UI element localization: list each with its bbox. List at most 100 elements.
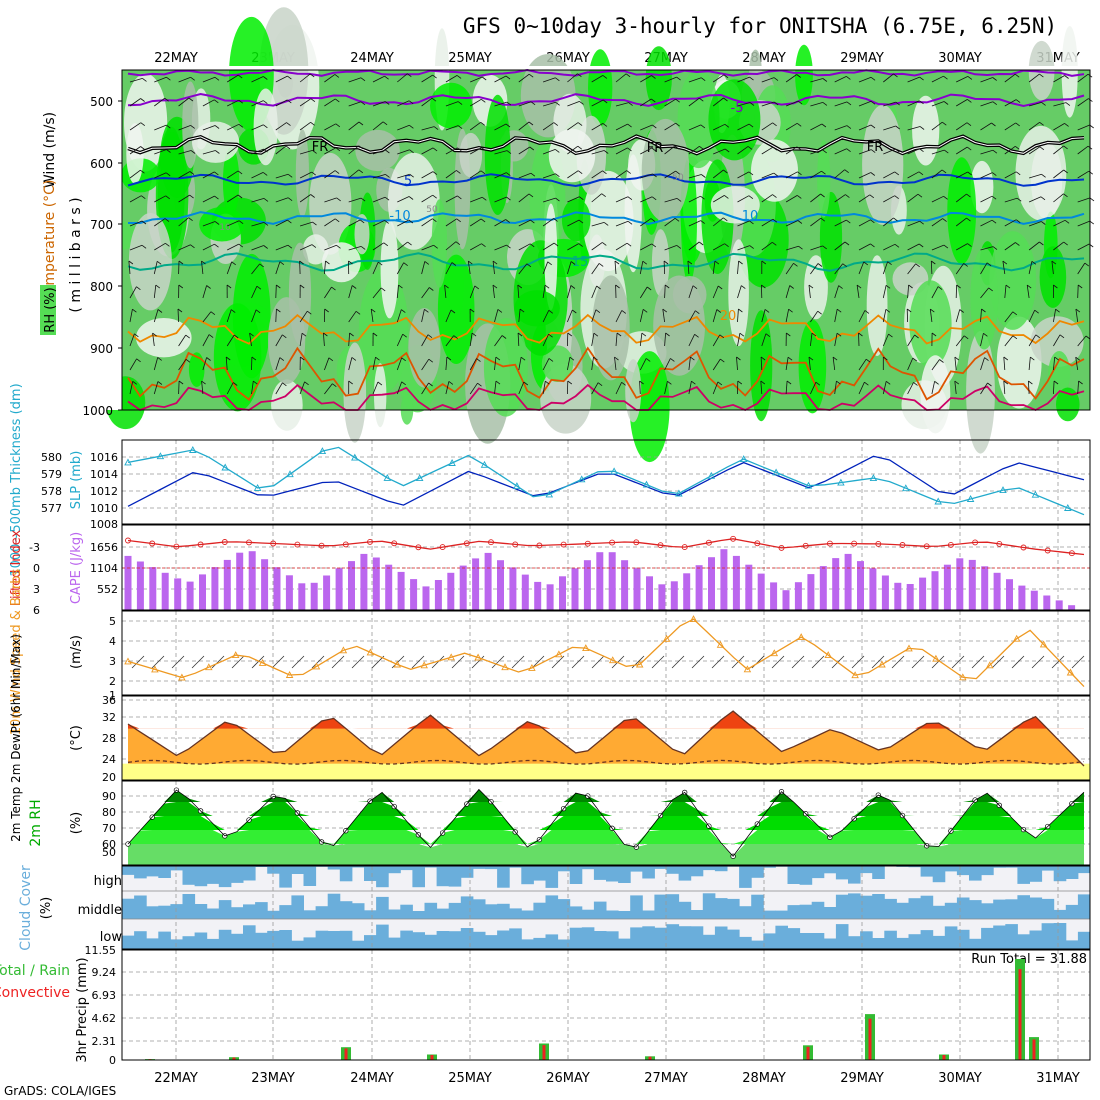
wind-barb xyxy=(931,169,943,179)
wind-barb xyxy=(907,243,920,251)
wind-barb-flag xyxy=(1084,262,1090,267)
rh-blob xyxy=(798,319,827,414)
wind-barb-flag xyxy=(251,356,257,361)
wind-barb-flag xyxy=(651,147,657,152)
cape-bar xyxy=(298,583,306,610)
thickness-tick-label: 578 xyxy=(41,485,62,498)
wind-barb xyxy=(494,244,507,251)
precip-convective-bar xyxy=(1032,1039,1036,1060)
cloud-high-bar xyxy=(230,866,244,883)
wind-barb-flag xyxy=(301,332,307,337)
wind-barb xyxy=(129,333,135,347)
wind-barb xyxy=(688,285,694,299)
wind-barb-flag xyxy=(456,170,461,174)
wind-barb-flag xyxy=(427,334,433,339)
wind-barb xyxy=(664,122,676,131)
cape-bar xyxy=(943,564,951,610)
cloud-high-bar xyxy=(182,866,196,885)
rh-blob xyxy=(213,303,262,412)
slp-tick-label: 1010 xyxy=(90,502,118,515)
wind-barb xyxy=(955,309,961,323)
wind-barb xyxy=(1026,285,1030,299)
wind-barb xyxy=(227,99,239,107)
wind-barb-flag xyxy=(237,145,242,150)
wind-barb-flag xyxy=(937,286,943,290)
wind-barb-flag xyxy=(190,76,195,81)
wind-barb-flag xyxy=(190,125,195,129)
wind-barb xyxy=(178,380,180,395)
cloud-middle-bar xyxy=(654,894,667,919)
wind-barb xyxy=(518,357,522,371)
surface-wind-barb xyxy=(871,655,885,669)
wind-barb xyxy=(591,75,604,83)
wind-barb xyxy=(396,309,402,323)
wind-barb-flag xyxy=(885,380,891,385)
wind-barb-flag xyxy=(480,170,486,175)
wind-barb-flag xyxy=(555,149,560,153)
cloud-low-bar xyxy=(666,924,680,949)
wind-barb-flag xyxy=(185,358,191,363)
wind-barb xyxy=(348,77,362,83)
wind-barb-flag xyxy=(287,173,293,178)
wind-barb-flag xyxy=(152,332,157,337)
cloud-low-bar xyxy=(327,931,341,949)
cape-bar xyxy=(931,571,939,610)
wind-barb xyxy=(299,333,303,347)
wind-barb xyxy=(615,147,628,155)
wind-barb xyxy=(615,196,629,203)
wind-barb-flag xyxy=(214,99,219,104)
wind-barb-flag xyxy=(695,310,700,315)
cape-bar xyxy=(236,552,244,610)
wind-barb-flag xyxy=(263,124,268,129)
cloud-high-bar xyxy=(533,866,546,881)
wind-barb xyxy=(1077,170,1090,179)
wind-barb-flag xyxy=(348,380,353,385)
wind-barb xyxy=(178,334,187,347)
wind-barb xyxy=(275,75,288,83)
wind-barb-flag xyxy=(626,170,631,174)
wind-barb xyxy=(469,358,477,371)
wind-barb-flag xyxy=(279,261,285,266)
surface-wind-barb xyxy=(491,655,505,669)
wind-barb-flag xyxy=(844,169,849,174)
wind-barb-flag xyxy=(238,243,244,248)
cloud-middle-bar xyxy=(460,896,474,919)
wind-barb xyxy=(591,333,595,347)
wind-barb xyxy=(858,76,872,83)
wind-barb-flag xyxy=(528,73,534,78)
rh-blob xyxy=(295,129,309,218)
wind-barb xyxy=(591,263,600,275)
wind-barb-flag xyxy=(572,309,577,314)
wind-barb-flag xyxy=(842,263,847,268)
wind-barb xyxy=(737,245,750,251)
cloud-middle-bar xyxy=(896,902,909,919)
wind-barb-flag xyxy=(360,77,366,82)
wind-barb xyxy=(421,309,425,323)
wind-barb-flag xyxy=(700,220,705,224)
pressure-tick-label: 800 xyxy=(90,280,113,294)
wind-barb xyxy=(275,122,287,131)
cape-panel-frame xyxy=(121,524,1091,611)
wind-barb xyxy=(226,170,239,179)
cape-bar xyxy=(410,579,418,610)
wind-barb xyxy=(980,382,988,395)
cape-bar xyxy=(633,568,641,610)
wind-barb xyxy=(1002,261,1006,275)
wind-barb xyxy=(810,193,821,203)
wind-barb xyxy=(761,122,773,131)
wind-barb-flag xyxy=(738,260,743,265)
wind-barb-flag xyxy=(523,381,529,386)
wind-barb-flag xyxy=(593,356,598,361)
cape-tick-label: 552 xyxy=(97,583,118,596)
wind-barb-flag xyxy=(377,381,383,386)
cloud-low-bar xyxy=(920,930,934,949)
wind-barb-flag xyxy=(615,284,620,289)
wind-barb-flag xyxy=(457,147,462,152)
wind-barb-flag xyxy=(166,124,171,129)
wind-barb-flag xyxy=(384,101,390,105)
date-label-bottom: 26MAY xyxy=(546,1071,590,1086)
wind-barb xyxy=(980,308,982,323)
cape-bar xyxy=(732,555,740,610)
slp-tick-label: 1008 xyxy=(90,518,118,531)
wind-barb xyxy=(275,382,283,395)
